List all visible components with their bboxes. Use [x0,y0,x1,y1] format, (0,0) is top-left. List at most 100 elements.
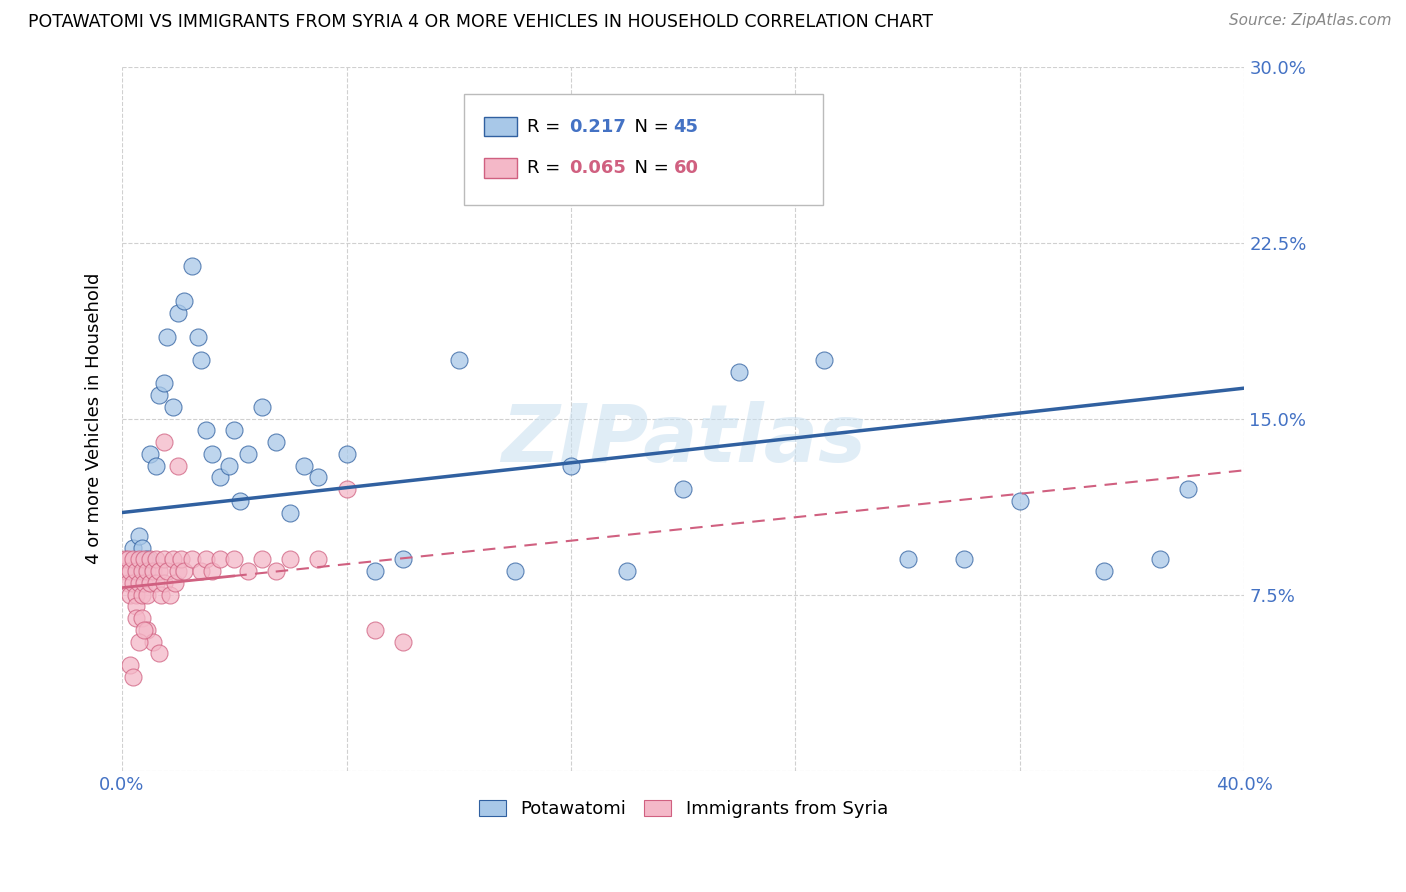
Point [953,552,976,566]
Point [120,588,142,602]
Point [153,435,176,450]
Text: 0.217: 0.217 [569,118,626,136]
Text: POTAWATOMI VS IMMIGRANTS FROM SYRIA 4 OR MORE VEHICLES IN HOUSEHOLD CORRELATION : POTAWATOMI VS IMMIGRANTS FROM SYRIA 4 OR… [28,13,934,31]
Point [148,388,170,402]
Point [120,564,142,578]
Point [187,329,209,343]
Point [173,294,195,309]
Point [447,353,470,368]
Point [131,611,153,625]
Point [190,353,212,368]
Point [391,552,413,566]
Point [131,564,153,578]
Point [131,588,153,602]
Point [136,564,159,578]
Point [117,552,139,566]
Point [134,552,156,566]
Point [728,365,751,379]
Point [145,552,167,566]
Point [238,564,260,578]
Text: ZIPatlas: ZIPatlas [501,401,866,479]
Point [391,634,413,648]
Point [1092,564,1115,578]
Point [142,564,165,578]
Point [201,564,224,578]
Point [190,564,212,578]
Point [218,458,240,473]
Point [136,623,159,637]
Point [181,552,204,566]
Text: R =: R = [527,118,567,136]
Point [335,447,357,461]
Text: N =: N = [623,118,675,136]
Point [897,552,920,566]
Point [145,576,167,591]
Point [266,435,288,450]
Point [122,552,145,566]
Y-axis label: 4 or more Vehicles in Household: 4 or more Vehicles in Household [86,273,103,565]
Point [122,576,145,591]
Point [153,576,176,591]
Point [308,552,330,566]
Point [122,541,145,555]
Point [238,447,260,461]
Text: 60: 60 [673,159,699,177]
Point [224,552,246,566]
Point [181,259,204,273]
Point [616,564,638,578]
Point [125,564,148,578]
Point [167,564,190,578]
Legend: Potawatomi, Immigrants from Syria: Potawatomi, Immigrants from Syria [471,792,896,825]
Point [136,552,159,566]
Point [173,564,195,578]
Point [122,670,145,684]
Text: N =: N = [623,159,675,177]
Text: 45: 45 [673,118,699,136]
Point [224,423,246,437]
Point [125,599,148,614]
Point [136,588,159,602]
Point [162,552,184,566]
Point [167,458,190,473]
Point [165,576,187,591]
Point [153,552,176,566]
Point [139,447,162,461]
Point [1177,482,1199,496]
Point [363,623,385,637]
Point [139,576,162,591]
Point [153,376,176,391]
Point [134,576,156,591]
Point [560,458,582,473]
Point [120,658,142,673]
Point [128,552,150,566]
Point [150,588,173,602]
Point [114,552,136,566]
Point [156,329,179,343]
Point [142,634,165,648]
Point [195,552,218,566]
Point [1149,552,1171,566]
Point [148,646,170,660]
Point [813,353,835,368]
Point [201,447,224,461]
Point [156,564,179,578]
Point [162,400,184,414]
Point [131,541,153,555]
Point [252,552,274,566]
Point [335,482,357,496]
Point [114,564,136,578]
Point [280,506,302,520]
Point [308,470,330,484]
Point [128,634,150,648]
Point [139,552,162,566]
Point [128,576,150,591]
Point [128,529,150,543]
Point [167,306,190,320]
Point [159,588,181,602]
Point [195,423,218,437]
Point [125,611,148,625]
Point [134,564,156,578]
Point [266,564,288,578]
Point [294,458,316,473]
Point [145,458,167,473]
